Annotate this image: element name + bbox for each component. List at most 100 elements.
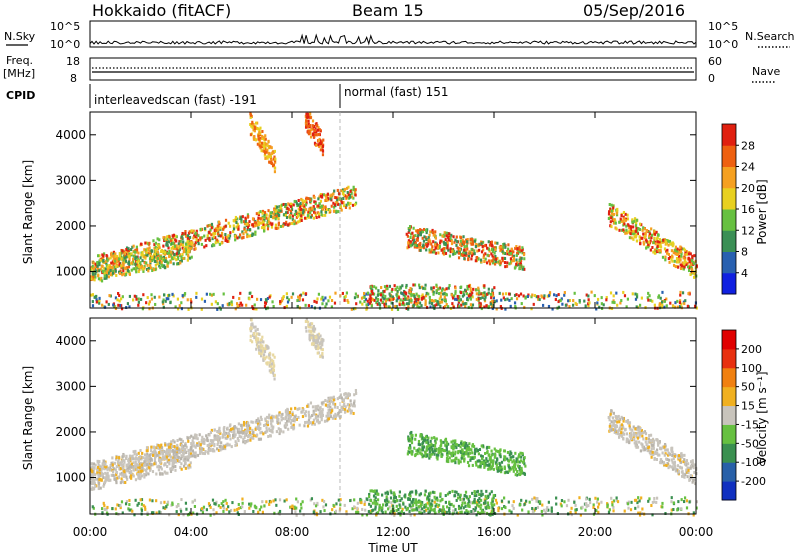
power-cell bbox=[653, 230, 655, 233]
velocity-cell bbox=[415, 434, 417, 437]
velocity-cell bbox=[555, 503, 557, 506]
power-cell bbox=[404, 298, 406, 301]
power-cell bbox=[130, 248, 132, 251]
power-cell bbox=[437, 247, 439, 250]
power-cell bbox=[413, 295, 415, 298]
power-cell bbox=[451, 242, 453, 245]
velocity-cell bbox=[185, 508, 187, 511]
velocity-cell bbox=[561, 499, 563, 502]
power-cell bbox=[217, 302, 219, 305]
power-cell bbox=[118, 257, 120, 260]
power-cell bbox=[150, 249, 152, 252]
power-cell bbox=[624, 294, 626, 297]
velocity-cell bbox=[192, 501, 194, 504]
power-cell bbox=[102, 260, 104, 263]
power-cell bbox=[500, 262, 502, 265]
velocity-cell bbox=[161, 458, 163, 461]
power-cell bbox=[324, 296, 326, 299]
power-cell bbox=[385, 300, 387, 303]
power-cell bbox=[433, 300, 435, 303]
power-cell bbox=[222, 304, 224, 307]
power-cell bbox=[651, 234, 653, 237]
power-cell bbox=[558, 293, 560, 296]
velocity-cell bbox=[252, 437, 254, 440]
power-cell bbox=[664, 258, 666, 261]
velocity-cell bbox=[250, 420, 252, 423]
velocity-cell bbox=[247, 435, 249, 438]
power-cell bbox=[213, 293, 215, 296]
velocity-cell bbox=[249, 439, 251, 442]
power-cell bbox=[626, 214, 628, 217]
power-cell bbox=[406, 233, 408, 236]
power-cell bbox=[274, 166, 276, 169]
power-cell bbox=[307, 214, 309, 217]
velocity-cell bbox=[529, 501, 531, 504]
velocity-cell bbox=[124, 481, 126, 484]
velocity-cell bbox=[321, 418, 323, 421]
power-cell bbox=[623, 217, 625, 220]
power-cell bbox=[466, 244, 468, 247]
power-cell bbox=[294, 213, 296, 216]
velocity-cell bbox=[150, 463, 152, 466]
velocity-cell bbox=[172, 449, 174, 452]
velocity-cell bbox=[255, 506, 257, 509]
power-cell bbox=[212, 243, 214, 246]
power-cell bbox=[463, 293, 465, 296]
power-cell bbox=[333, 190, 335, 193]
power-cell bbox=[684, 249, 686, 252]
power-cell bbox=[344, 188, 346, 191]
velocity-cell bbox=[150, 446, 152, 449]
velocity-cell bbox=[353, 505, 355, 508]
velocity-cell bbox=[93, 481, 95, 484]
power-cell bbox=[590, 291, 592, 294]
power-cell bbox=[310, 135, 312, 138]
power-cell bbox=[635, 230, 637, 233]
velocity-cell bbox=[315, 417, 317, 420]
power-cell bbox=[287, 223, 289, 226]
velocity-cell bbox=[260, 505, 262, 508]
power-cell bbox=[679, 246, 681, 249]
velocity-cell bbox=[242, 431, 244, 434]
power-cell bbox=[513, 257, 515, 260]
power-cell bbox=[672, 244, 674, 247]
velocity-cell bbox=[468, 464, 470, 467]
power-cell bbox=[235, 226, 237, 229]
power-cell bbox=[210, 233, 212, 236]
power-cell bbox=[464, 289, 466, 292]
power-cell bbox=[98, 262, 100, 265]
power-cell bbox=[254, 224, 256, 227]
velocity-cell bbox=[428, 444, 430, 447]
velocity-cell bbox=[637, 505, 639, 508]
power-cell bbox=[122, 269, 124, 272]
power-cell bbox=[135, 270, 137, 273]
power-cell bbox=[437, 251, 439, 254]
power-cell bbox=[313, 300, 315, 303]
velocity-cell bbox=[158, 451, 160, 454]
velocity-cell bbox=[140, 498, 142, 501]
velocity-cell bbox=[141, 509, 143, 512]
velocity-cell bbox=[112, 470, 114, 473]
velocity-cell bbox=[353, 402, 355, 405]
velocity-cell bbox=[226, 443, 228, 446]
power-cell bbox=[520, 293, 522, 296]
velocity-cell bbox=[228, 510, 230, 513]
velocity-cell bbox=[653, 500, 655, 503]
power-cell bbox=[141, 265, 143, 268]
velocity-cell bbox=[112, 463, 114, 466]
power-cell bbox=[209, 293, 211, 296]
velocity-cell bbox=[97, 462, 99, 465]
velocity-cell bbox=[118, 456, 120, 459]
power-cell bbox=[258, 223, 260, 226]
power-colorbar-segment bbox=[722, 273, 736, 295]
velocity-cell bbox=[436, 458, 438, 461]
power-cell bbox=[334, 292, 336, 295]
velocity-cell bbox=[452, 509, 454, 512]
velocity-cell bbox=[471, 451, 473, 454]
power-cell bbox=[691, 259, 693, 262]
power-cell bbox=[377, 289, 379, 292]
velocity-cell bbox=[238, 422, 240, 425]
velocity-cell bbox=[135, 499, 137, 502]
power-cell bbox=[410, 294, 412, 297]
power-cell bbox=[483, 284, 485, 287]
